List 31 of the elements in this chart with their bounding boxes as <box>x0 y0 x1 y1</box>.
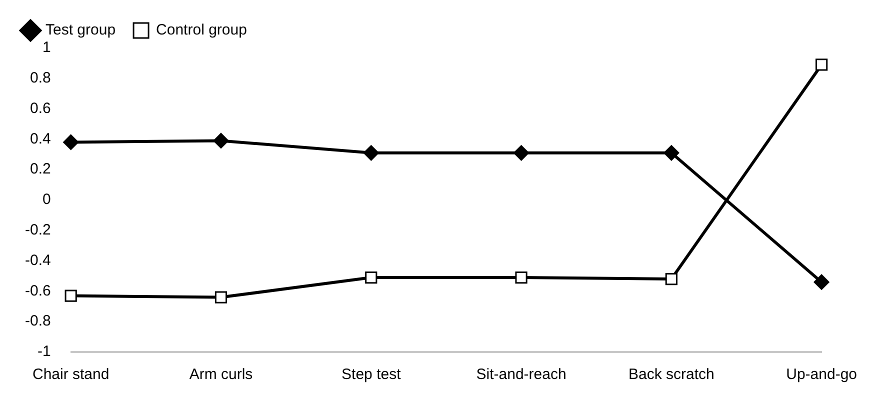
x-tick-label: Up-and-go <box>786 366 858 384</box>
y-tick-label: 0.6 <box>30 100 51 117</box>
point <box>64 290 77 302</box>
point <box>814 274 830 290</box>
legend-label: Control group <box>156 22 247 39</box>
y-tick-label: 0 <box>42 191 51 208</box>
point <box>664 145 680 161</box>
y-tick-label: 0.8 <box>30 70 51 87</box>
x-tick-label: Sit-and-reach <box>476 366 566 384</box>
y-tick-label: 0.4 <box>30 130 51 148</box>
point <box>514 145 530 161</box>
point <box>816 58 828 71</box>
point <box>213 132 229 148</box>
point <box>363 145 379 161</box>
point <box>365 271 378 284</box>
y-tick-label: -0.4 <box>24 252 51 269</box>
x-tick-label: Back scratch <box>628 366 714 384</box>
y-tick-label: -1 <box>38 343 51 360</box>
y-tick-label: -0.8 <box>24 312 51 330</box>
x-tick-label: Chair stand <box>32 366 110 384</box>
y-tick-label: -0.2 <box>24 222 51 239</box>
point <box>214 291 228 304</box>
point <box>515 271 528 284</box>
y-tick-label: 0.2 <box>30 160 51 178</box>
x-tick-label: Arm curls <box>189 366 253 384</box>
point <box>665 272 678 286</box>
y-tick-label: -0.6 <box>24 282 51 300</box>
legend-label: Test group <box>46 22 116 39</box>
point <box>63 134 79 150</box>
y-tick-label: 1 <box>42 39 51 56</box>
x-tick-label: Step test <box>342 366 402 384</box>
